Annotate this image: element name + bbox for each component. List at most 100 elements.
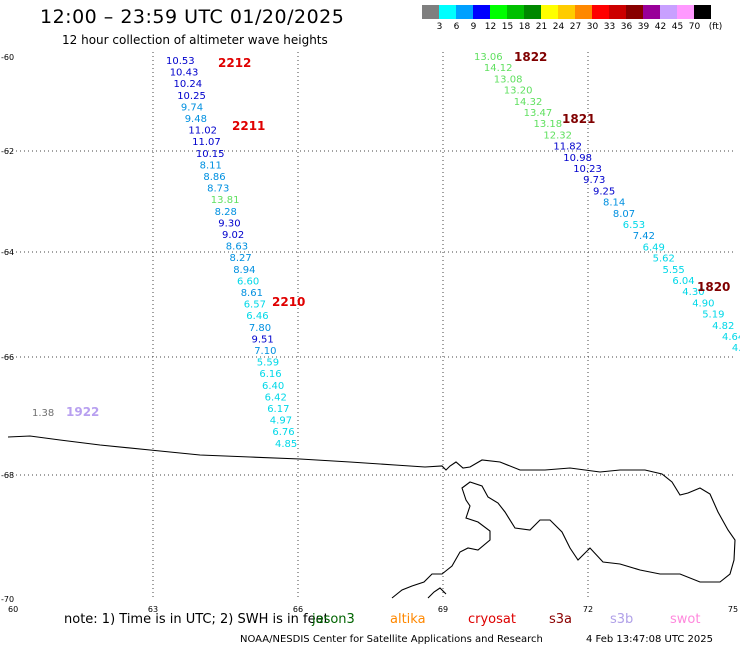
wave-height-value: 8.27 xyxy=(230,253,252,264)
wave-height-value: 4.43 xyxy=(732,343,740,354)
pass-time-label: 2210 xyxy=(272,295,305,309)
wave-height-value: 7.80 xyxy=(249,323,271,334)
wave-height-value: 6.49 xyxy=(643,242,665,253)
colorbar-label: 18 xyxy=(518,22,531,32)
wave-height-value: 5.62 xyxy=(653,254,675,265)
colorbar-swatch xyxy=(626,5,643,19)
latitude-tick-label: -70 xyxy=(1,595,14,604)
wave-height-value: 8.07 xyxy=(613,209,635,220)
wave-height-value: 4.30 xyxy=(682,287,704,298)
wave-height-value: 6.76 xyxy=(272,427,294,438)
satellite-legend-jason3: jason3 xyxy=(312,612,355,627)
longitude-tick-label: 66 xyxy=(293,605,303,614)
wave-height-value: 11.82 xyxy=(553,142,582,153)
longitude-tick-label: 72 xyxy=(583,605,593,614)
latitude-tick-label: -60 xyxy=(1,53,14,62)
colorbar-label: 12 xyxy=(484,22,497,32)
wave-height-value: 9.30 xyxy=(218,218,240,229)
colorbar-label: 3 xyxy=(436,22,443,32)
wave-height-value: 6.42 xyxy=(265,392,287,403)
wave-height-value: 8.86 xyxy=(203,172,225,183)
wave-height-value: 13.06 xyxy=(474,52,503,63)
wave-height-value: 10.53 xyxy=(166,56,195,67)
colorbar-swatch xyxy=(592,5,609,19)
satellite-legend-altika: altika xyxy=(390,612,426,627)
colorbar-swatch xyxy=(609,5,626,19)
wave-height-value: 4.85 xyxy=(275,439,297,450)
longitude-tick-label: 69 xyxy=(438,605,448,614)
colorbar-label: 30 xyxy=(586,22,599,32)
colorbar-label: 27 xyxy=(569,22,582,32)
longitude-tick-label: 63 xyxy=(148,605,158,614)
wave-height-value: 13.81 xyxy=(211,195,240,206)
colorbar-label: 9 xyxy=(470,22,477,32)
wave-height-value: 6.40 xyxy=(262,381,284,392)
wave-height-value: 10.43 xyxy=(170,68,199,79)
colorbar-label: 42 xyxy=(654,22,667,32)
wave-height-value: 9.02 xyxy=(222,230,244,241)
wave-height-value: 9.51 xyxy=(252,334,274,345)
wave-height-value: 11.07 xyxy=(192,137,221,148)
colorbar-swatch xyxy=(694,5,711,19)
colorbar-swatch xyxy=(643,5,660,19)
wave-height-value: 8.94 xyxy=(233,265,255,276)
satellite-legend-cryosat: cryosat xyxy=(468,612,516,627)
colorbar-swatch xyxy=(558,5,575,19)
wave-height-value: 10.98 xyxy=(563,153,592,164)
wave-height-value: 7.42 xyxy=(633,231,655,242)
wave-height-value: 9.25 xyxy=(593,186,615,197)
colorbar-label: 33 xyxy=(603,22,616,32)
wave-height-value: 10.15 xyxy=(196,149,225,160)
wave-height-value: 4.82 xyxy=(712,321,734,332)
colorbar-swatch xyxy=(660,5,677,19)
wave-height-value: 6.53 xyxy=(623,220,645,231)
antarctic-coastline xyxy=(7,435,736,599)
wave-height-value: 8.61 xyxy=(241,288,263,299)
latitude-tick-label: -64 xyxy=(1,248,14,257)
longitude-tick-label: 60 xyxy=(8,605,18,614)
colorbar-swatch xyxy=(677,5,694,19)
pass-time-label: 1822 xyxy=(514,50,547,64)
wave-height-value: 6.46 xyxy=(246,311,268,322)
wave-height-value: 8.63 xyxy=(226,242,248,253)
colorbar-label: 70 xyxy=(688,22,701,32)
pass-time-label: 2212 xyxy=(218,56,251,70)
wave-height-value: 8.14 xyxy=(603,198,625,209)
wave-height-value: 14.32 xyxy=(514,97,543,108)
colorbar-swatch xyxy=(575,5,592,19)
satellite-legend-s3a: s3a xyxy=(549,612,573,627)
wave-height-value: 5.19 xyxy=(702,310,724,321)
colorbar-label: 45 xyxy=(671,22,684,32)
colorbar-swatch xyxy=(456,5,473,19)
wave-height-value: 5.59 xyxy=(257,358,279,369)
colorbar-label: 24 xyxy=(552,22,565,32)
coastline xyxy=(7,435,736,599)
wave-height-value: 4.97 xyxy=(270,416,292,427)
longitude-tick-label: 75 xyxy=(728,605,738,614)
wave-height-value: 12.32 xyxy=(543,130,572,141)
wave-height-value: 10.25 xyxy=(177,91,206,102)
wave-height-value: 4.90 xyxy=(692,298,714,309)
pass-time-label: 1821 xyxy=(562,112,595,126)
wave-height-value: 8.11 xyxy=(200,160,222,171)
wave-height-value: 10.24 xyxy=(174,79,203,90)
colorbar-swatch xyxy=(490,5,507,19)
satellite-legend-swot: swot xyxy=(670,612,701,627)
wave-height-value: 9.74 xyxy=(181,102,203,113)
wave-height-value: 9.73 xyxy=(583,175,605,186)
map-subtitle: 12 hour collection of altimeter wave hei… xyxy=(62,33,328,47)
pass-time-label: 1820 xyxy=(697,280,730,294)
altimeter-tracks: 10.5310.4310.2410.259.749.4811.0211.0710… xyxy=(32,50,740,450)
wave-height-value: 13.47 xyxy=(524,108,553,119)
colorbar-swatch xyxy=(507,5,524,19)
wave-height-value: 6.60 xyxy=(237,276,259,287)
latitude-tick-label: -66 xyxy=(1,353,14,362)
wave-height-value: 8.28 xyxy=(215,207,237,218)
wave-height-value: 7.10 xyxy=(254,346,276,357)
colorbar-swatch xyxy=(524,5,541,19)
wave-height-value: 1.38 xyxy=(32,408,54,419)
wave-height-value: 13.20 xyxy=(504,86,533,97)
pass-time-label: 2211 xyxy=(232,119,265,133)
wave-height-value: 6.17 xyxy=(267,404,289,415)
